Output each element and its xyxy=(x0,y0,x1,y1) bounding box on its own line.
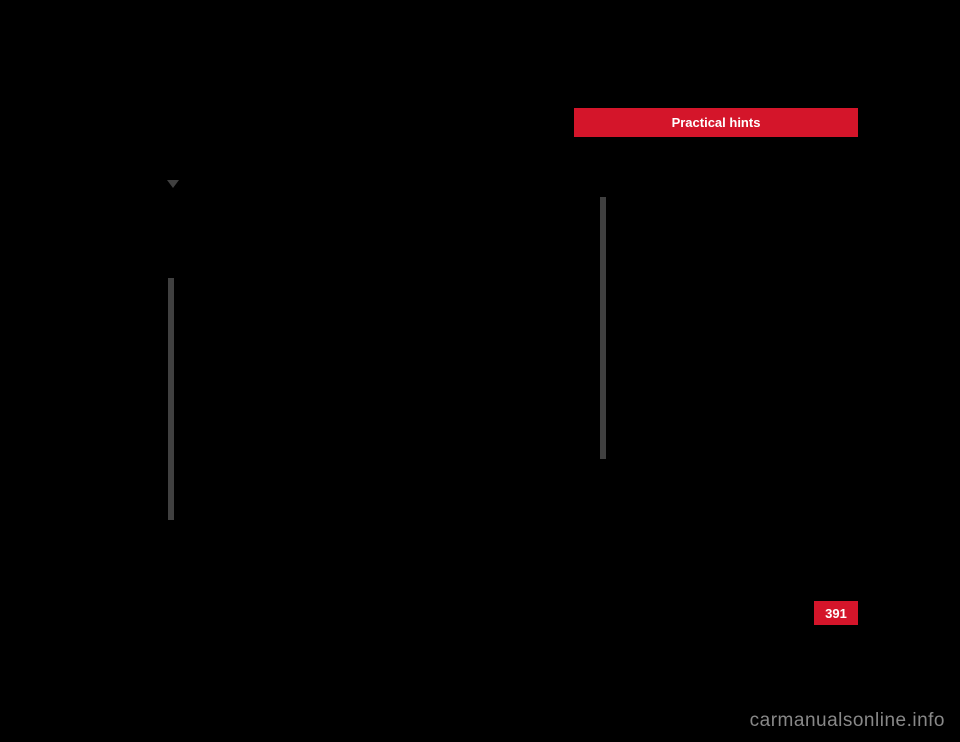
page-number: 391 xyxy=(825,606,847,621)
vertical-bar-left xyxy=(168,278,174,520)
vertical-bar-right xyxy=(600,197,606,459)
header-tab: Practical hints xyxy=(574,108,858,137)
page-number-box: 391 xyxy=(814,601,858,625)
triangle-marker-icon xyxy=(167,180,179,188)
watermark-text: carmanualsonline.info xyxy=(750,710,945,732)
header-tab-label: Practical hints xyxy=(672,115,761,130)
